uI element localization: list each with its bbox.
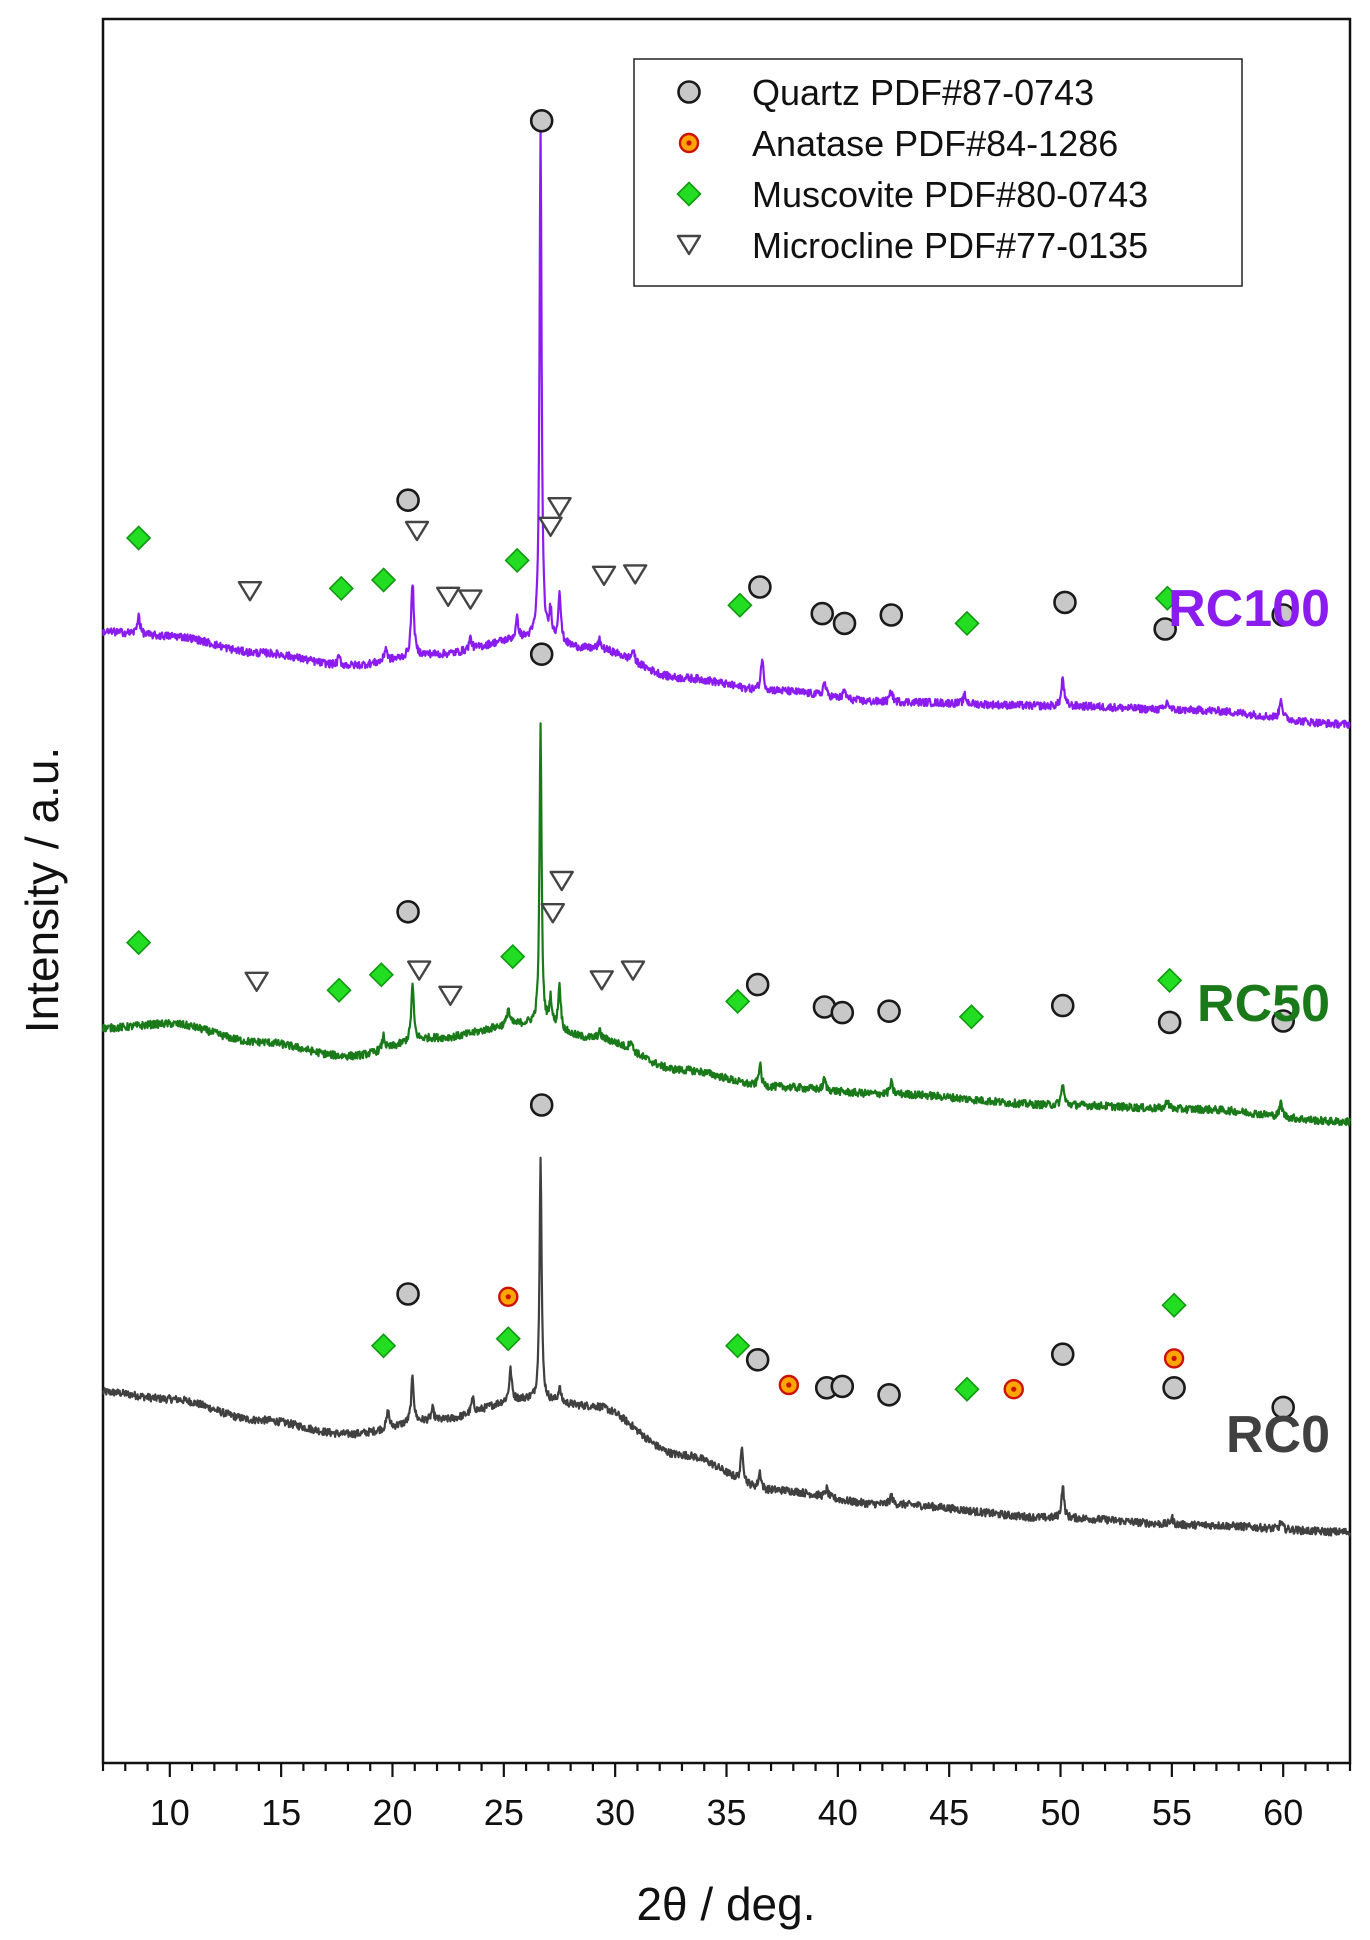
rc50-muscovite-marker — [125, 929, 152, 956]
x-tick-label: 25 — [484, 1792, 524, 1833]
rc0-muscovite-marker — [370, 1333, 397, 1359]
rc0-quartz-marker — [830, 1374, 855, 1399]
rc100-quartz-marker — [832, 611, 857, 636]
rc100-muscovite-marker — [370, 567, 397, 593]
rc50-quartz-marker — [1050, 993, 1075, 1018]
rc0-anatase-marker — [1003, 1378, 1024, 1400]
rc50-muscovite-marker — [725, 988, 751, 1015]
rc50-microcline-marker — [244, 971, 269, 992]
rc50-quartz-marker — [529, 642, 554, 667]
x-tick-label: 35 — [706, 1792, 746, 1833]
rc100-microcline-marker — [591, 565, 617, 586]
legend-label-quartz: Quartz PDF#87-0743 — [752, 72, 1094, 113]
rc100-quartz-marker — [810, 601, 835, 626]
sample-labels: RC0 RC50 RC100 — [1168, 580, 1330, 1464]
rc100-quartz-marker — [1053, 590, 1077, 615]
sample-label-rc0: RC0 — [1226, 1406, 1330, 1464]
rc50-muscovite-marker — [1156, 967, 1183, 994]
rc100-microcline-marker — [623, 564, 648, 585]
rc100-microcline-marker — [404, 520, 430, 542]
legend-anatase-icon — [678, 132, 700, 154]
rc50-microcline-marker — [620, 960, 646, 981]
rc50-quartz-marker — [830, 1000, 855, 1025]
legend-muscovite-icon — [676, 181, 702, 207]
x-tick-label: 55 — [1152, 1792, 1192, 1833]
series-line-rc0 — [101, 1156, 1352, 1537]
rc50-microcline-marker — [540, 903, 566, 924]
rc50-quartz-marker — [1157, 1010, 1182, 1035]
legend-label-muscovite: Muscovite PDF#80-0743 — [752, 174, 1148, 215]
rc50-muscovite-marker — [958, 1004, 985, 1030]
rc50-quartz-marker — [396, 899, 420, 924]
rc0-quartz-marker — [396, 1282, 420, 1306]
rc0-quartz-marker — [877, 1383, 901, 1407]
rc50-microcline-marker — [407, 960, 432, 981]
rc50-microcline-marker — [589, 970, 614, 991]
rc0-quartz-marker — [1162, 1376, 1186, 1400]
rc50-microcline-marker — [438, 985, 463, 1006]
rc50-muscovite-marker — [368, 962, 394, 988]
x-tick-label: 15 — [261, 1792, 301, 1833]
legend-quartz-icon — [677, 80, 701, 104]
x-tick-label: 10 — [150, 1792, 190, 1833]
rc0-muscovite-marker — [954, 1376, 980, 1402]
rc100-muscovite-marker — [954, 610, 980, 637]
legend-box — [633, 58, 1243, 287]
rc50-quartz-marker — [745, 972, 770, 997]
rc50-quartz-marker — [1271, 1009, 1295, 1033]
rc100-microcline-marker — [547, 497, 572, 518]
rc50-quartz-marker — [877, 999, 901, 1024]
rc0-anatase-marker — [778, 1374, 800, 1396]
rc0-quartz-marker — [529, 1093, 554, 1117]
series-layer — [101, 127, 1352, 1537]
x-tick-label: 20 — [372, 1792, 412, 1833]
rc0-muscovite-marker — [725, 1333, 751, 1359]
rc0-quartz-marker — [745, 1348, 770, 1372]
rc100-quartz-marker — [1153, 617, 1177, 641]
x-tick-label: 40 — [818, 1792, 858, 1833]
legend-label-microcline: Microcline PDF#77-0135 — [752, 225, 1148, 266]
x-tick-label: 30 — [595, 1792, 635, 1833]
rc100-microcline-marker — [538, 516, 563, 537]
rc100-quartz-marker — [396, 488, 420, 513]
x-axis: 10 15 20 25 30 35 40 45 50 55 60 — [101, 1763, 1352, 1833]
rc0-quartz-marker — [1271, 1395, 1295, 1420]
rc100-muscovite-marker — [727, 592, 753, 618]
sample-label-rc100: RC100 — [1168, 580, 1330, 638]
x-tick-label: 60 — [1263, 1792, 1303, 1833]
rc0-anatase-marker — [498, 1286, 519, 1308]
rc50-microcline-marker — [549, 870, 574, 892]
rc100-muscovite-marker — [328, 575, 354, 602]
phase-marker-layer — [125, 109, 1295, 1420]
rc0-muscovite-marker — [1161, 1292, 1187, 1318]
y-axis-title: Intensity / a.u. — [16, 747, 68, 1033]
rc0-anatase-marker — [1163, 1348, 1185, 1369]
rc100-quartz-marker — [529, 109, 554, 133]
rc100-microcline-marker — [435, 586, 461, 607]
rc100-microcline-marker — [458, 589, 483, 610]
series-line-rc50 — [101, 722, 1352, 1127]
rc100-muscovite-marker — [125, 525, 152, 551]
rc100-quartz-marker — [1271, 603, 1295, 627]
rc100-muscovite-marker — [1154, 585, 1181, 611]
legend-microcline-icon — [676, 234, 702, 256]
x-tick-label: 50 — [1040, 1792, 1080, 1833]
rc100-quartz-marker — [879, 603, 904, 627]
series-line-rc100 — [101, 127, 1351, 729]
rc100-microcline-marker — [237, 581, 263, 602]
legend: Quartz PDF#87-0743 Anatase PDF#84-1286 Mus… — [633, 58, 1243, 287]
rc100-muscovite-marker — [504, 547, 530, 574]
rc50-muscovite-marker — [500, 943, 526, 970]
x-axis-title: 2θ / deg. — [636, 1878, 815, 1930]
sample-label-rc50: RC50 — [1197, 975, 1330, 1033]
rc0-muscovite-marker — [495, 1326, 521, 1352]
legend-label-anatase: Anatase PDF#84-1286 — [752, 123, 1118, 164]
rc100-quartz-marker — [748, 575, 772, 599]
rc0-quartz-marker — [1050, 1342, 1075, 1366]
rc50-muscovite-marker — [326, 977, 352, 1003]
x-tick-label: 45 — [929, 1792, 969, 1833]
